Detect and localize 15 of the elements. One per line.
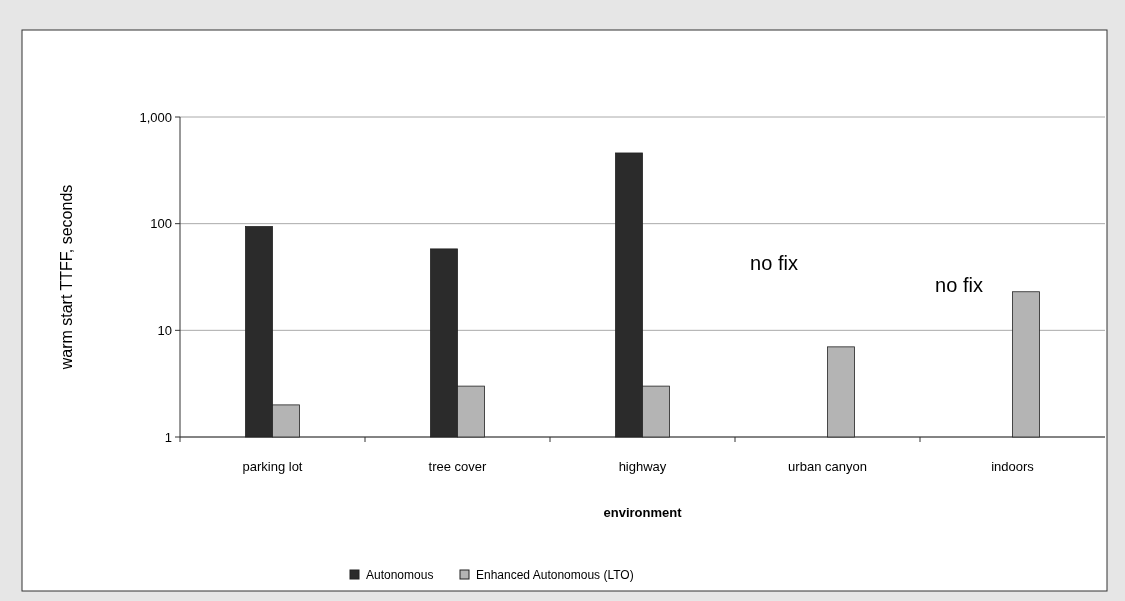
y-tick-label: 100: [150, 216, 172, 232]
y-tick-label: 1: [164, 429, 172, 445]
annotation: no fix: [935, 274, 983, 296]
legend-label: Autonomous: [366, 568, 434, 582]
x-tick-label: indoors: [991, 459, 1035, 474]
x-tick-label: parking lot: [242, 459, 303, 474]
legend-label: Enhanced Autonomous (LTO): [476, 568, 634, 582]
x-tick-label: highway: [618, 459, 667, 474]
x-tick-label: tree cover: [428, 459, 488, 474]
x-tick-label: urban canyon: [788, 459, 867, 474]
y-axis-title: warm start TTFF, seconds: [58, 184, 75, 371]
y-tick-label: 10: [157, 322, 172, 338]
annotation: no fix: [750, 252, 798, 274]
y-tick-label: 1,000: [139, 109, 172, 125]
x-axis-title: environment: [603, 505, 683, 520]
